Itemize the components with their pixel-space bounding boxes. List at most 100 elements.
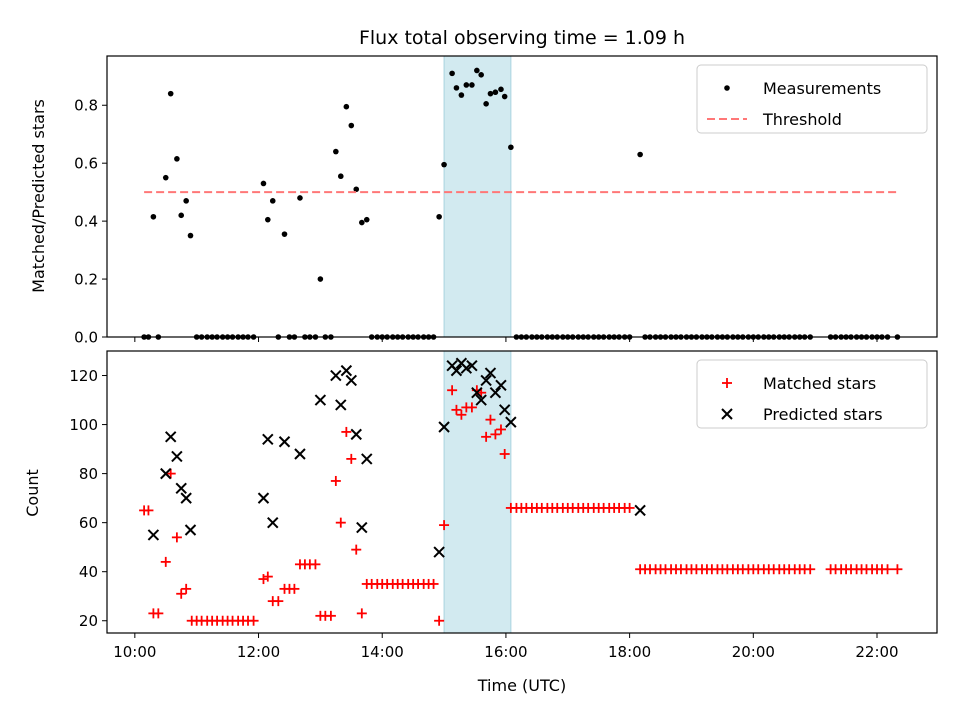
y-axis-label-bottom: Count bbox=[23, 469, 42, 517]
top-measurements-point bbox=[474, 67, 480, 74]
bottom-matched-stars-point bbox=[356, 608, 367, 619]
bottom-predicted-stars-point bbox=[433, 546, 445, 558]
bottom-matched-stars-point bbox=[346, 453, 357, 464]
top-measurements-point bbox=[483, 100, 489, 107]
top-measurements-point bbox=[343, 103, 350, 110]
bottom-y-tick-label: 40 bbox=[79, 563, 98, 581]
top-measurements-point bbox=[265, 216, 271, 223]
bottom-matched-stars-point bbox=[892, 564, 903, 575]
bottom-predicted-stars-point bbox=[257, 492, 270, 504]
bottom-predicted-stars-point bbox=[505, 416, 517, 428]
top-measurements-point bbox=[478, 72, 484, 78]
bottom-predicted-stars-point bbox=[147, 529, 160, 541]
bottom-predicted-stars-point bbox=[160, 467, 172, 480]
bottom-predicted-stars-point bbox=[340, 364, 353, 377]
top-measurements-point bbox=[458, 92, 465, 98]
bottom-matched-stars-point bbox=[165, 468, 176, 479]
bottom-matched-stars-point bbox=[335, 517, 346, 528]
top-measurements-point bbox=[317, 276, 324, 282]
top-measurements-point bbox=[167, 90, 174, 97]
top-measurements-point bbox=[498, 86, 504, 93]
top-y-tick-label: 0.4 bbox=[74, 213, 98, 231]
bottom-predicted-stars-point bbox=[471, 386, 483, 399]
bottom-predicted-stars-point bbox=[267, 516, 279, 529]
top-measurements-point bbox=[492, 89, 499, 96]
bottom-predicted-stars-point bbox=[438, 421, 450, 433]
top-measurements-point bbox=[449, 70, 455, 77]
x-tick-label: 10:00 bbox=[113, 643, 156, 661]
top-y-tick-label: 0.6 bbox=[74, 155, 98, 173]
bottom-matched-stars-point bbox=[325, 610, 336, 621]
top-measurements-point bbox=[333, 148, 339, 155]
top-measurements-point bbox=[150, 213, 157, 220]
bottom-matched-stars-point bbox=[428, 578, 439, 589]
x-tick-label: 18:00 bbox=[608, 643, 651, 661]
top-legend-label-measurements: Measurements bbox=[763, 79, 881, 98]
chart-title: Flux total observing time = 1.09 h bbox=[359, 27, 685, 49]
bottom-predicted-stars-point bbox=[175, 482, 187, 495]
bottom-predicted-stars-point bbox=[314, 394, 327, 406]
bottom-matched-stars-point bbox=[273, 596, 284, 607]
bottom-matched-stars-point bbox=[805, 564, 816, 575]
top-legend-label-threshold: Threshold bbox=[762, 110, 842, 129]
bottom-matched-stars-point bbox=[456, 409, 467, 420]
bottom-matched-stars-point bbox=[439, 520, 450, 531]
bottom-matched-stars-point bbox=[160, 556, 171, 567]
bottom-matched-stars-point bbox=[882, 564, 893, 575]
bottom-matched-stars-point bbox=[434, 615, 445, 626]
bottom-matched-stars-point bbox=[447, 385, 458, 396]
bottom-matched-stars-point bbox=[495, 424, 506, 435]
x-tick-label: 20:00 bbox=[732, 643, 775, 661]
bottom-matched-stars-point bbox=[341, 426, 352, 437]
bottom-predicted-stars-point bbox=[489, 386, 502, 399]
bottom-y-tick-label: 60 bbox=[79, 514, 98, 532]
top-measurements-point bbox=[363, 216, 370, 223]
bottom-matched-stars-point bbox=[153, 608, 164, 619]
bottom-predicted-stars-point bbox=[634, 504, 646, 517]
top-measurements-point bbox=[297, 195, 303, 201]
top-measurements-point bbox=[359, 219, 365, 226]
bottom-y-tick-label: 80 bbox=[79, 465, 98, 483]
bottom-predicted-stars-point bbox=[495, 379, 507, 392]
bottom-predicted-stars-point bbox=[184, 524, 197, 536]
top-legend-handle-measurements bbox=[724, 85, 730, 91]
top-measurements-point bbox=[637, 151, 643, 158]
x-tick-label: 12:00 bbox=[237, 643, 280, 661]
bottom-predicted-stars-point bbox=[484, 367, 497, 379]
bottom-matched-stars-point bbox=[181, 583, 192, 594]
bottom-axes-frame bbox=[106, 350, 938, 634]
bottom-predicted-stars-point bbox=[345, 374, 358, 387]
top-measurements-point bbox=[487, 90, 494, 97]
top-y-tick-label: 0.8 bbox=[74, 97, 98, 115]
top-measurements-point bbox=[436, 213, 442, 220]
top-measurements-point bbox=[162, 174, 169, 181]
bottom-predicted-stars-point bbox=[350, 428, 362, 441]
bottom-predicted-stars-point bbox=[294, 448, 306, 460]
top-measurements-point bbox=[178, 212, 185, 219]
bottom-legend-label-predicted-stars: Predicted stars bbox=[763, 405, 883, 424]
bottom-matched-stars-point bbox=[499, 448, 510, 459]
bottom-predicted-stars-point bbox=[278, 436, 291, 448]
bottom-matched-stars-point bbox=[143, 505, 154, 516]
x-tick-label: 14:00 bbox=[361, 643, 404, 661]
top-measurements-point bbox=[453, 85, 460, 91]
bottom-predicted-stars-point bbox=[361, 453, 373, 465]
bottom-legend-label-matched-stars: Matched stars bbox=[763, 374, 876, 393]
bottom-matched-stars-point bbox=[262, 571, 273, 582]
bottom-matched-stars-point bbox=[481, 431, 492, 442]
bottom-y-tick-label: 20 bbox=[79, 612, 98, 630]
bottom-matched-stars-point bbox=[310, 559, 321, 570]
bottom-predicted-stars-point bbox=[335, 399, 347, 411]
bottom-predicted-stars-point bbox=[450, 364, 463, 377]
y-axis-label-top: Matched/Predicted stars bbox=[29, 99, 48, 293]
bottom-matched-stars-point bbox=[176, 588, 187, 599]
top-measurements-point bbox=[269, 198, 276, 204]
top-measurements-point bbox=[501, 93, 508, 100]
top-measurements-point bbox=[183, 198, 189, 204]
bottom-predicted-stars-point bbox=[171, 450, 183, 463]
bottom-predicted-stars-point bbox=[480, 374, 492, 387]
bottom-predicted-stars-point bbox=[164, 431, 177, 443]
bottom-matched-stars-point bbox=[171, 532, 182, 543]
bottom-legend-handle-predicted-stars bbox=[721, 408, 733, 420]
bottom-predicted-stars-point bbox=[475, 394, 487, 406]
